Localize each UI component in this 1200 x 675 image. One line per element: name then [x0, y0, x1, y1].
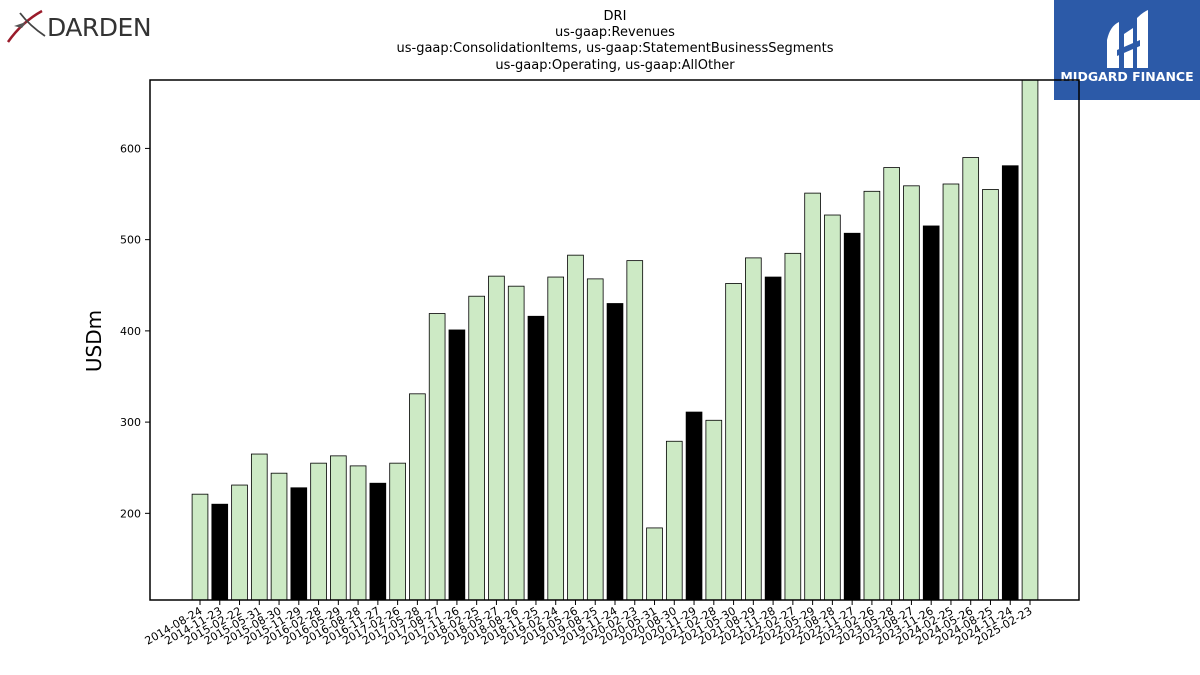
bar — [903, 185, 920, 601]
bar — [745, 257, 762, 601]
bar — [705, 419, 723, 601]
y-tick-label: 400 — [120, 325, 141, 338]
midgard-logo: MIDGARD FINANCE — [1054, 0, 1200, 100]
y-axis-ticks: 200 300 400 500 600 — [120, 142, 150, 520]
darden-logo: DARDEN — [6, 9, 152, 43]
bar — [863, 190, 881, 601]
bar — [646, 527, 663, 601]
bar — [428, 313, 446, 601]
bar — [547, 276, 565, 601]
x-axis-ticks: 2014-08-242014-11-232015-02-222015-05-31… — [143, 600, 1035, 648]
bar — [824, 214, 841, 601]
bar — [448, 329, 466, 601]
bar — [290, 487, 308, 601]
bar — [1001, 165, 1019, 601]
bar — [231, 484, 248, 601]
bar — [330, 455, 347, 601]
darden-logo-text: DARDEN — [47, 13, 151, 42]
bar — [586, 278, 604, 601]
bar — [922, 225, 940, 601]
bars — [191, 79, 1039, 601]
bar — [982, 189, 999, 601]
bar — [804, 192, 821, 601]
bar — [488, 275, 505, 601]
bar — [665, 440, 683, 601]
y-tick-label: 500 — [120, 234, 141, 247]
darden-swoosh-icon — [6, 9, 46, 43]
bar — [942, 183, 960, 601]
bar — [843, 232, 861, 601]
bar — [310, 462, 327, 601]
bar — [349, 465, 367, 601]
y-tick-label: 300 — [120, 416, 141, 429]
midgard-mark-icon — [1107, 10, 1148, 68]
bar — [250, 453, 268, 601]
chart-subtitle-line: us-gaap:Revenues — [555, 25, 675, 40]
bar — [883, 167, 900, 601]
bar — [685, 411, 703, 601]
bar — [725, 283, 742, 601]
bar — [409, 393, 426, 601]
midgard-logo-text: MIDGARD FINANCE — [1060, 69, 1193, 84]
y-axis-label: USDm — [82, 310, 106, 372]
bar — [626, 260, 644, 601]
bar — [567, 254, 584, 601]
bar — [389, 462, 406, 601]
bar — [1021, 79, 1039, 601]
bar — [764, 276, 782, 601]
y-tick-label: 200 — [120, 507, 141, 520]
plot-frame — [149, 79, 1080, 601]
chart-subtitle-line: us-gaap:ConsolidationItems, us-gaap:Stat… — [396, 41, 833, 56]
bar — [606, 303, 624, 601]
bar — [784, 252, 802, 601]
chart-title: DRI us-gaap:Revenues us-gaap:Consolidati… — [396, 9, 833, 73]
bar — [507, 285, 525, 601]
bar — [270, 472, 288, 601]
bar — [211, 503, 229, 601]
chart-title-line: DRI — [604, 9, 627, 24]
chart-subtitle-line: us-gaap:Operating, us-gaap:AllOther — [495, 58, 735, 73]
bar — [191, 493, 209, 601]
bar — [369, 482, 387, 601]
bar — [962, 157, 980, 601]
bar — [468, 295, 485, 601]
bar — [527, 315, 545, 601]
y-tick-label: 600 — [120, 142, 141, 155]
